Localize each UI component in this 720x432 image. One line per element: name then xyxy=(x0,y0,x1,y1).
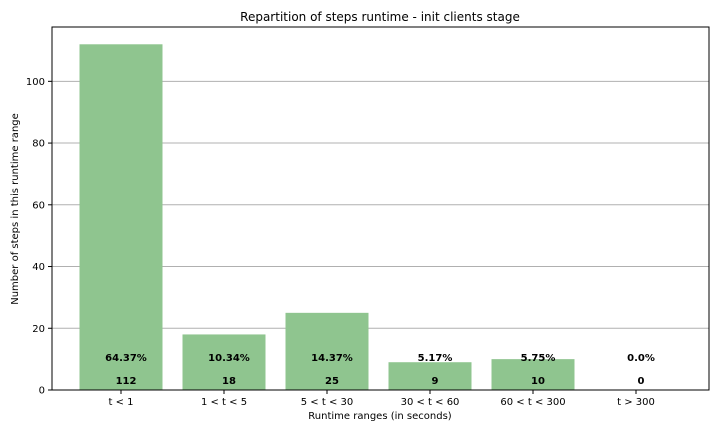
x-tick-label: 5 < t < 30 xyxy=(301,397,353,408)
value-label: 25 xyxy=(325,376,339,387)
percent-label: 14.37% xyxy=(311,353,353,364)
percent-label: 0.0% xyxy=(627,353,655,364)
bar xyxy=(285,312,369,390)
percent-label: 5.75% xyxy=(521,353,556,364)
percent-label: 5.17% xyxy=(418,353,453,364)
value-label: 112 xyxy=(116,376,137,387)
x-tick-label: t > 300 xyxy=(617,397,655,408)
bar-labels: 64.37% 112 10.34% 18 14.37% 25 5.17% 9 5.75% 10 0.… xyxy=(105,353,655,387)
value-label: 18 xyxy=(222,376,236,387)
bars xyxy=(79,44,575,391)
bar xyxy=(491,359,575,390)
value-label: 10 xyxy=(531,376,545,387)
y-tick-label: 40 xyxy=(32,262,45,273)
x-axis-label: Runtime ranges (in seconds) xyxy=(308,411,451,422)
y-tick-label: 100 xyxy=(26,77,45,88)
bar xyxy=(182,334,266,390)
x-tick-label: 60 < t < 300 xyxy=(500,397,565,408)
y-tick-label: 20 xyxy=(32,324,45,335)
x-axis-ticks: t < 1 1 < t < 5 5 < t < 30 30 < t < 60 60 < … xyxy=(108,390,655,408)
x-tick-label: 30 < t < 60 xyxy=(401,397,460,408)
y-tick-label: 80 xyxy=(32,139,45,150)
y-tick-label: 60 xyxy=(32,200,45,211)
y-tick-label: 0 xyxy=(39,386,45,397)
percent-label: 10.34% xyxy=(208,353,250,364)
chart-title: Repartition of steps runtime - init clie… xyxy=(240,10,520,24)
bar xyxy=(388,362,472,390)
x-tick-label: 1 < t < 5 xyxy=(201,397,247,408)
y-axis-ticks: 0 20 40 60 80 100 xyxy=(26,77,52,397)
bar xyxy=(79,44,163,391)
value-label: 0 xyxy=(638,376,645,387)
y-axis-label: Number of steps in this runtime range xyxy=(10,113,21,305)
x-tick-label: t < 1 xyxy=(108,397,133,408)
percent-label: 64.37% xyxy=(105,353,147,364)
value-label: 9 xyxy=(432,376,439,387)
plot-frame xyxy=(51,26,710,391)
